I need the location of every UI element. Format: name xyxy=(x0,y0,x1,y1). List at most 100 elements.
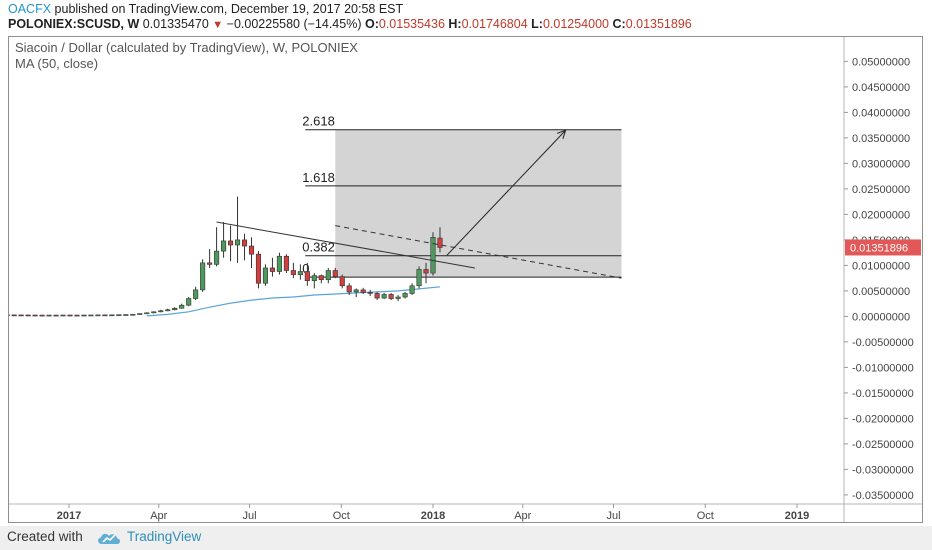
price-tag-label: 0.01351896 xyxy=(850,242,908,254)
fib-level-label-1-618: 1.618 xyxy=(302,170,335,185)
candle-body xyxy=(172,307,178,311)
x-tick-label: Oct xyxy=(697,510,714,522)
symbol-label: POLONIEX:SCUSD, W xyxy=(8,17,140,31)
candle xyxy=(46,314,52,317)
x-tick-label: 2019 xyxy=(785,510,809,522)
candle xyxy=(102,314,108,317)
x-tick-label: 2018 xyxy=(421,510,445,522)
candle xyxy=(109,314,115,317)
candle-body xyxy=(81,314,87,317)
candle xyxy=(304,262,310,286)
candle xyxy=(221,222,227,258)
candle-body xyxy=(67,314,73,317)
candle-body xyxy=(297,271,303,275)
candle xyxy=(402,291,408,299)
trendline xyxy=(216,221,475,269)
candle-body xyxy=(311,275,317,282)
candle-body xyxy=(25,314,31,317)
y-tick-label: -0.03500000 xyxy=(852,490,914,502)
candle xyxy=(32,314,38,317)
candle xyxy=(311,273,317,289)
candle xyxy=(74,314,80,317)
candle-body xyxy=(276,255,282,272)
arrow-line xyxy=(446,129,566,256)
candle-body xyxy=(234,239,241,246)
candle xyxy=(283,254,289,274)
candle-body xyxy=(255,253,262,284)
candle-body xyxy=(325,270,331,280)
price-axis[interactable]: 0.05000000 0.04500000 0.04000000 0.03500000… xyxy=(844,56,914,502)
candle-body xyxy=(130,313,136,316)
y-tick-label: -0.01500000 xyxy=(852,388,914,400)
candle xyxy=(214,227,220,267)
candle-body xyxy=(374,293,380,299)
candle xyxy=(381,292,387,300)
candle xyxy=(18,314,24,317)
candle-body xyxy=(123,314,129,316)
arrow-head-icon xyxy=(557,129,567,139)
candle-body xyxy=(109,314,115,317)
x-tick-label: Jul xyxy=(606,510,620,522)
candle xyxy=(423,262,429,284)
ohlc-line: POLONIEX:SCUSD, W 0.01335470 ▼ −0.002255… xyxy=(8,17,692,31)
footer-created-with: Created with xyxy=(7,529,83,544)
last-price: 0.01335470 xyxy=(142,17,209,31)
candle-body xyxy=(214,250,220,265)
candle-body xyxy=(144,312,150,315)
candle-body xyxy=(88,314,94,317)
low-value: 0.01254000 xyxy=(542,17,609,31)
candle xyxy=(339,274,345,289)
candle xyxy=(207,249,213,268)
chart-frame: 2.618 1.618 0.382 0 0.05000000 0.04500000 0.0… xyxy=(0,36,923,523)
candle-body xyxy=(116,314,122,317)
candle xyxy=(430,232,436,276)
candle xyxy=(388,292,394,301)
y-tick-label: 0.04000000 xyxy=(852,107,910,119)
tradingview-logo-icon[interactable] xyxy=(96,530,122,546)
y-tick-label: 0.05000000 xyxy=(852,56,910,68)
y-tick-label: -0.00500000 xyxy=(852,337,914,349)
fib-extension[interactable]: 2.618 1.618 0.382 0 xyxy=(302,114,622,278)
candle-body xyxy=(102,314,108,317)
x-tick-label: Apr xyxy=(150,510,167,522)
candle xyxy=(228,225,234,262)
candle-body xyxy=(60,314,66,317)
candle xyxy=(276,252,282,275)
author-link[interactable]: OACFX xyxy=(8,2,52,16)
change-down-icon: ▼ xyxy=(212,19,224,31)
candle xyxy=(11,314,17,317)
candle-body xyxy=(381,294,387,299)
candle-body xyxy=(39,314,45,317)
time-axis[interactable]: 2017 Apr Jul Oct 2018 Apr Jul Oct 2019 xyxy=(57,504,809,522)
candle xyxy=(165,308,171,312)
y-tick-label: 0.00500000 xyxy=(852,286,910,298)
y-tick-label: 0.03500000 xyxy=(852,133,910,145)
candle xyxy=(346,283,352,295)
footer: Created with TradingView xyxy=(0,526,932,550)
candle xyxy=(269,257,275,277)
moving-average xyxy=(146,286,441,317)
publish-line: OACFX published on TradingView.com, Dece… xyxy=(8,2,403,16)
axes xyxy=(9,37,922,522)
candle-body xyxy=(53,314,59,317)
y-tick-label: -0.01000000 xyxy=(852,362,914,374)
candle-body xyxy=(186,298,192,306)
candle xyxy=(60,314,66,317)
legend-indicator: MA (50, close) xyxy=(15,56,98,71)
footer-brand[interactable]: TradingView xyxy=(127,529,202,544)
y-tick-label: -0.02000000 xyxy=(852,413,914,425)
candle xyxy=(193,286,199,301)
drawings[interactable] xyxy=(216,129,622,279)
candle-body xyxy=(248,245,255,255)
candle xyxy=(325,267,331,284)
y-tick-label: 0.02000000 xyxy=(852,209,910,221)
candle-body xyxy=(304,271,310,282)
candle-body xyxy=(367,292,373,294)
candle-body xyxy=(193,289,199,299)
candle xyxy=(25,314,31,317)
candle xyxy=(39,314,45,317)
candle-body xyxy=(151,311,157,314)
y-tick-label: -0.02500000 xyxy=(852,439,914,451)
candle xyxy=(353,288,359,298)
